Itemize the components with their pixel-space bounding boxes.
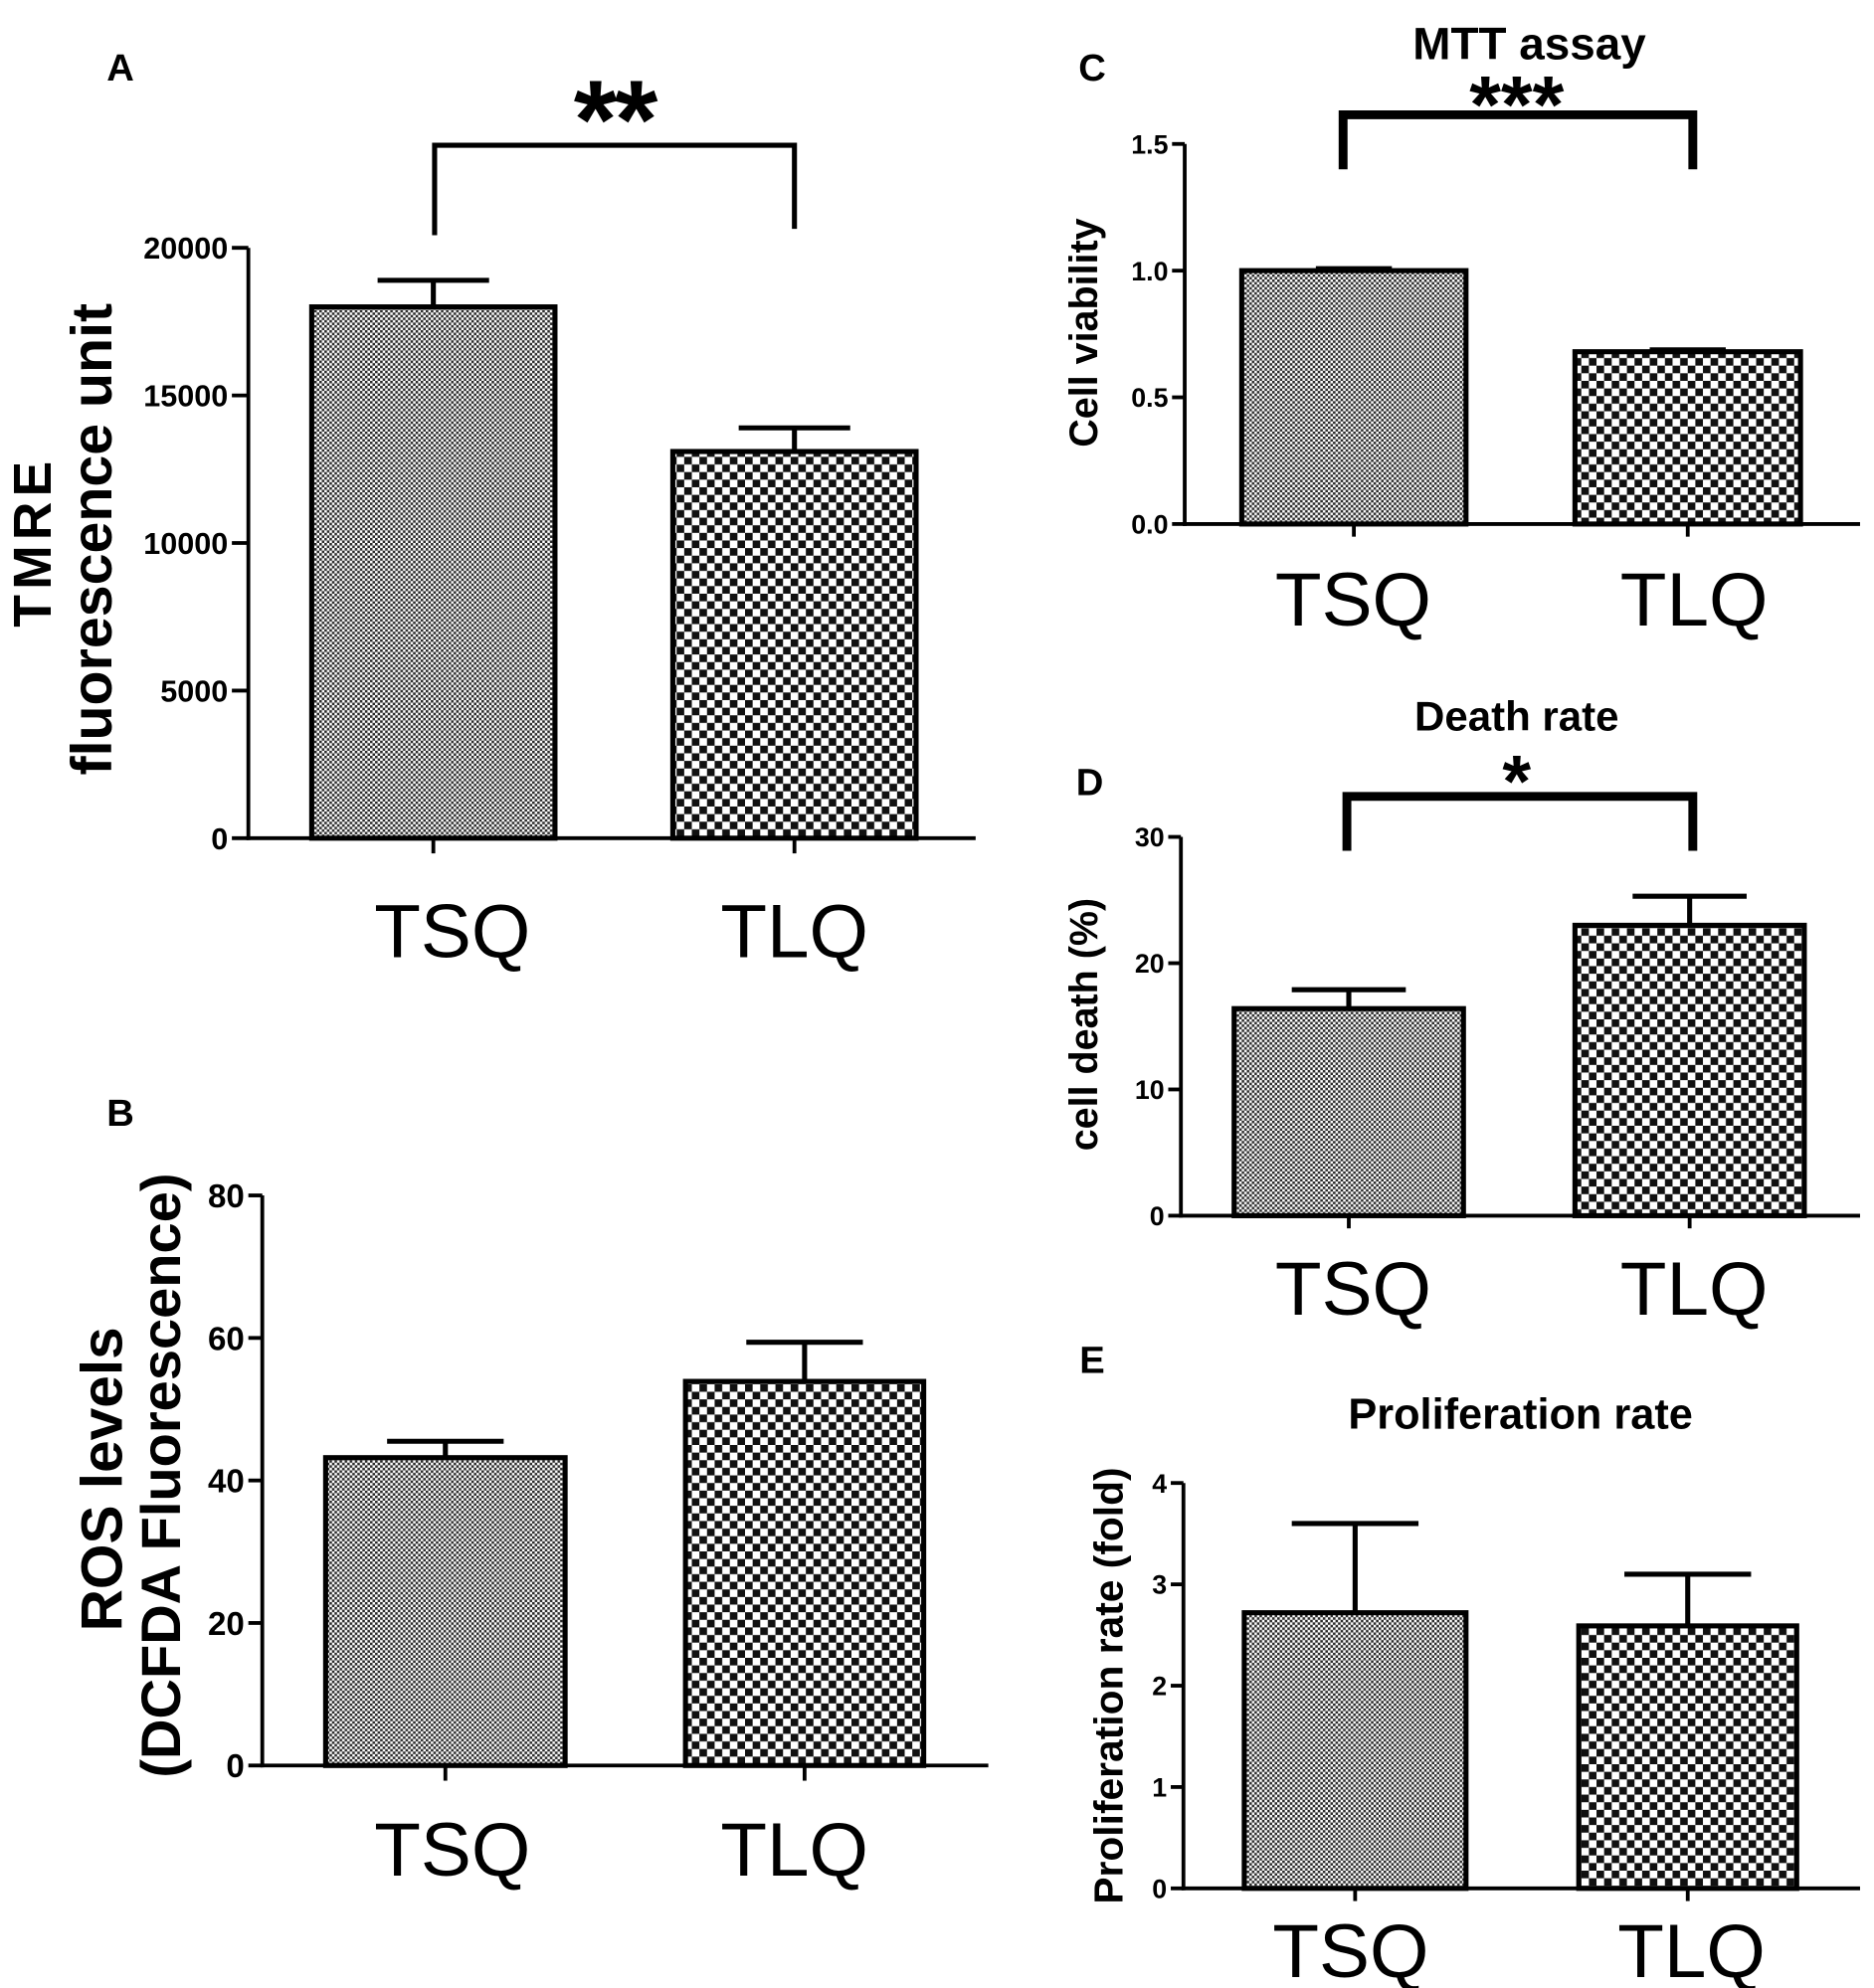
y-tick-label: 5000 [160,674,228,708]
y-tick-label: 1.0 [1131,257,1168,286]
panel-e: E Proliferation rate Proliferation rate … [1079,1339,1860,1988]
significance-label: ** [574,58,658,182]
y-axis-label: cell death (%) [1062,898,1106,1151]
panel-b: B ROS levels (DCFDA Fluorescence) TSQ TL… [70,1092,989,1893]
y-tick-label: 20000 [143,232,228,266]
y-tick-label: 0.5 [1131,383,1168,413]
y-tick-label: 3 [1152,1570,1167,1600]
significance-bracket [1342,792,1698,851]
category-label-tlq: TLQ [720,1808,868,1893]
y-tick-label: 0.0 [1131,510,1168,540]
category-label-tsq: TSQ [1275,1247,1431,1332]
panel-letter: C [1078,47,1106,90]
y-tick-label: 20 [208,1606,245,1643]
panel-a: A TMRE fluorescence unit ** TSQ TLQ 0 500… [4,47,976,975]
bar-tsq [1231,1005,1466,1218]
bar-tlq [682,1378,927,1768]
panel-c: C MTT assay *** Cell viability TSQ TLQ 0… [1062,17,1860,642]
y-axis-label-line-1: ROS levels [70,1327,134,1631]
y-tick-label: 30 [1135,822,1165,852]
panel-d: D Death rate * cell death (%) TSQ TLQ 0 1… [1062,693,1860,1332]
y-tick-label: 0 [1150,1201,1165,1231]
plot-area: 0 5000 10000 15000 20000 [143,142,976,856]
y-tick-label: 0 [1152,1874,1167,1903]
significance-bracket [432,142,798,236]
y-axis-label: Cell viability [1062,218,1106,447]
y-tick-label: 0 [211,822,228,856]
y-tick-label: 10000 [143,527,228,561]
plot-area: 0 10 20 30 [1135,792,1860,1231]
y-tick-label: 20 [1135,949,1165,979]
category-label-tsq: TSQ [1272,1909,1428,1988]
bar-tlq [1576,1623,1799,1892]
plot-area: 0 20 40 60 80 [208,1178,989,1785]
category-label-tlq: TLQ [1617,1909,1766,1988]
plot-area: 0.0 0.5 1.0 1.5 [1131,110,1860,540]
category-label-tlq: TLQ [1620,1247,1769,1332]
category-label-tsq: TSQ [1275,558,1431,642]
y-tick-label: 2 [1152,1672,1167,1702]
bar-tlq [1572,349,1803,527]
significance-label: *** [1469,60,1564,150]
chart-title: Proliferation rate [1348,1390,1692,1438]
bar-tsq [1238,268,1469,527]
category-label-tlq: TLQ [1620,558,1769,642]
panel-letter: A [106,47,134,90]
bar-tsq [1241,1610,1469,1892]
y-tick-label: 1.5 [1131,129,1168,159]
panel-letter: B [106,1092,134,1135]
y-tick-label: 1 [1152,1773,1167,1803]
bar-tsq [322,1455,568,1768]
y-tick-label: 40 [208,1464,245,1501]
y-tick-label: 80 [208,1178,245,1215]
bar-tsq [308,304,558,841]
category-label-tsq: TSQ [374,1808,530,1893]
y-tick-label: 0 [226,1748,244,1785]
plot-area: 0 1 2 3 4 [1152,1469,1860,1903]
panel-letter: D [1076,762,1104,805]
y-tick-label: 10 [1135,1075,1165,1105]
chart-title: Death rate [1414,693,1618,740]
category-label-tlq: TLQ [720,890,868,975]
bar-tlq [669,449,919,841]
chart-title: MTT assay [1412,17,1646,69]
category-label-tsq: TSQ [374,890,530,975]
bar-tlq [1572,922,1807,1218]
significance-bracket [1338,110,1698,170]
significance-label: * [1502,740,1531,822]
y-axis-label-line-1: TMRE [4,456,63,628]
y-axis-label-line-2: fluorescence unit [61,303,124,776]
y-axis-label-line-2: (DCFDA Fluorescence) [129,1173,192,1777]
y-tick-label: 60 [208,1321,245,1357]
y-tick-label: 4 [1152,1469,1167,1499]
y-axis-label: Proliferation rate (fold) [1086,1467,1132,1903]
y-tick-label: 15000 [143,380,228,414]
panel-letter: E [1079,1339,1104,1381]
